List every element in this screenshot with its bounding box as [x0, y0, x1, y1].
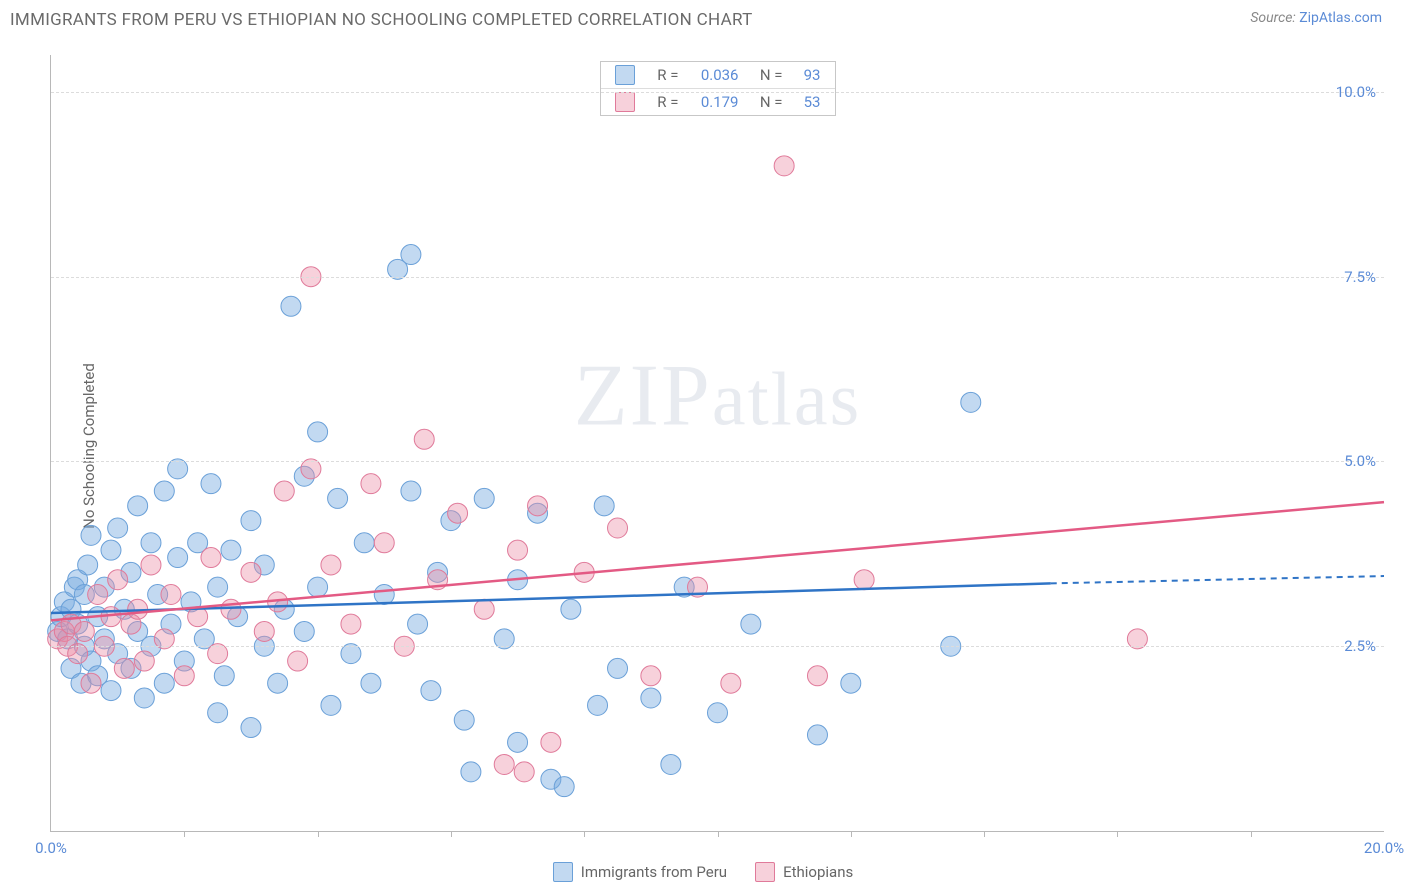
scatter-svg [51, 55, 1384, 831]
y-tick-label: 2.5% [1344, 637, 1376, 655]
legend-swatch [553, 862, 573, 882]
chart-title: IMMIGRANTS FROM PERU VS ETHIOPIAN NO SCH… [10, 10, 753, 30]
legend-item: Ethiopians [755, 862, 853, 882]
y-tick-label: 5.0% [1344, 452, 1376, 470]
legend-swatch [615, 92, 635, 112]
legend-item: Immigrants from Peru [553, 862, 727, 882]
y-tick-label: 7.5% [1344, 268, 1376, 286]
source-link[interactable]: ZipAtlas.com [1299, 10, 1382, 26]
legend-swatch [755, 862, 775, 882]
x-tick-label: 0.0% [35, 839, 67, 857]
correlation-legend: R =0.036N =93R =0.179N =53 [600, 61, 836, 116]
legend-label: Immigrants from Peru [581, 863, 727, 881]
chart-plot-area: ZIPatlas R =0.036N =93R =0.179N =53 2.5%… [50, 55, 1384, 832]
y-tick-label: 10.0% [1336, 83, 1376, 101]
legend-row: R =0.036N =93 [601, 62, 835, 88]
x-tick-label: 20.0% [1364, 839, 1404, 857]
series-legend: Immigrants from Peru Ethiopians [0, 862, 1406, 882]
source-label: Source: ZipAtlas.com [1250, 10, 1382, 26]
legend-label: Ethiopians [783, 863, 853, 881]
legend-swatch [615, 65, 635, 85]
